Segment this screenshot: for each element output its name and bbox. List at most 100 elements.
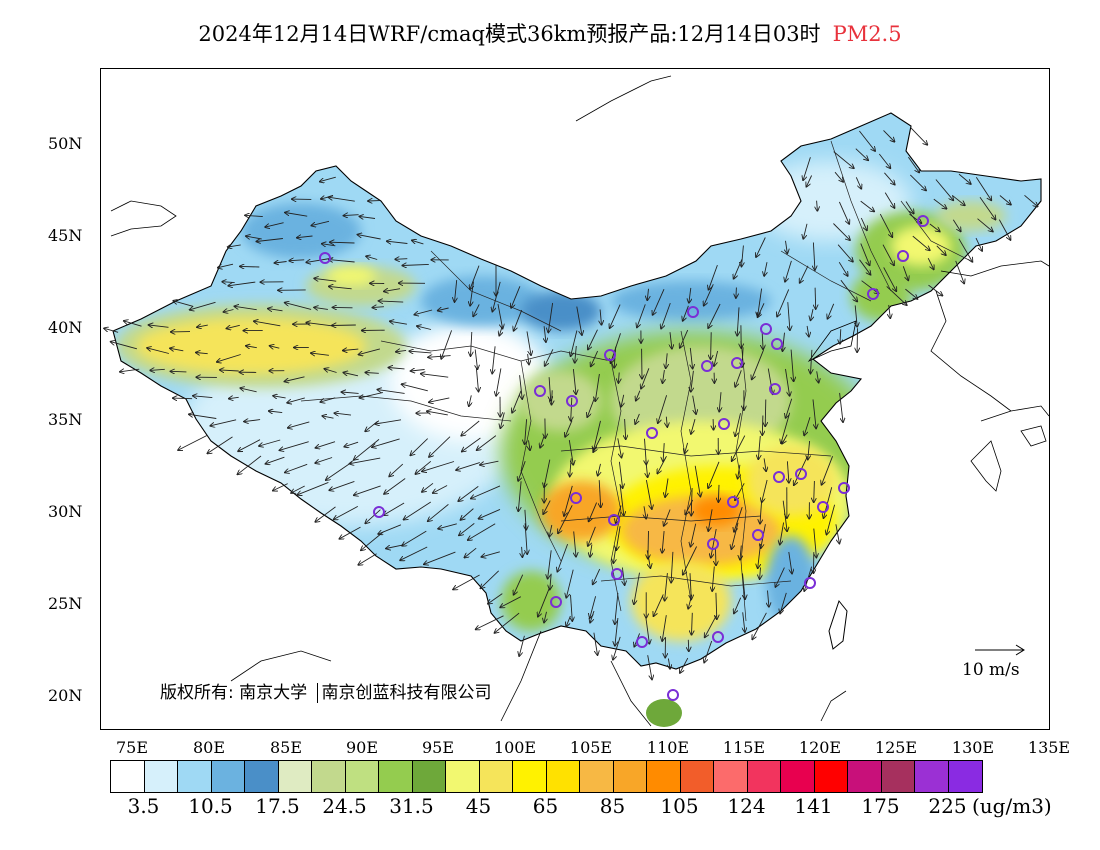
wind-arrow xyxy=(653,289,665,315)
wind-arrow xyxy=(558,505,573,533)
wind-arrow xyxy=(806,175,813,187)
wind-arrow xyxy=(593,436,602,452)
city-marker[interactable] xyxy=(570,492,582,504)
wind-arrow xyxy=(476,615,504,630)
wind-arrow xyxy=(519,635,525,656)
wind-arrow xyxy=(662,615,667,641)
city-marker[interactable] xyxy=(727,496,739,508)
wind-arrow xyxy=(343,373,359,377)
wind-arrow xyxy=(544,459,551,488)
wind-arrow xyxy=(661,302,671,329)
wind-arrow xyxy=(366,256,378,259)
city-marker[interactable] xyxy=(760,323,772,335)
city-marker[interactable] xyxy=(608,514,620,526)
wind-arrow xyxy=(170,348,184,351)
city-marker[interactable] xyxy=(687,306,699,318)
city-marker[interactable] xyxy=(838,482,850,494)
city-marker[interactable] xyxy=(804,577,816,589)
wind-arrow xyxy=(743,573,746,599)
wind-arrow xyxy=(812,399,816,428)
city-marker[interactable] xyxy=(611,568,623,580)
wind-arrow xyxy=(666,416,667,427)
copyright-label: 版权所有: xyxy=(160,683,234,703)
wind-arrow xyxy=(998,219,1010,240)
city-marker[interactable] xyxy=(550,596,562,608)
wind-arrow xyxy=(855,305,857,326)
city-marker[interactable] xyxy=(707,538,719,550)
legend-swatch xyxy=(479,761,513,792)
wind-arrow xyxy=(833,223,850,241)
city-marker[interactable] xyxy=(319,252,331,264)
lon-label-130e: 130E xyxy=(951,738,995,757)
wind-arrow xyxy=(459,523,475,535)
wind-scale: 10 m/s xyxy=(960,638,1040,680)
lat-label-35n: 35N xyxy=(48,410,83,429)
wind-arrow xyxy=(329,286,352,288)
wind-arrow xyxy=(762,333,763,349)
wind-arrow xyxy=(731,522,739,549)
wind-arrow xyxy=(358,553,377,565)
wind-arrow xyxy=(411,370,425,372)
city-marker[interactable] xyxy=(712,631,724,643)
city-marker[interactable] xyxy=(917,215,929,227)
legend-swatch xyxy=(680,761,714,792)
city-marker[interactable] xyxy=(771,338,783,350)
wind-arrow xyxy=(756,237,766,258)
wind-arrow xyxy=(475,349,477,370)
city-marker[interactable] xyxy=(667,689,679,701)
city-marker[interactable] xyxy=(752,529,764,541)
city-marker[interactable] xyxy=(646,427,658,439)
city-marker[interactable] xyxy=(867,288,879,300)
city-marker[interactable] xyxy=(636,636,648,648)
wind-arrow xyxy=(691,418,696,434)
city-marker[interactable] xyxy=(897,250,909,262)
city-marker[interactable] xyxy=(701,360,713,372)
wind-arrow xyxy=(297,236,313,238)
city-marker[interactable] xyxy=(731,357,743,369)
wind-arrow xyxy=(525,419,527,444)
wind-arrow xyxy=(227,325,240,328)
city-marker[interactable] xyxy=(534,385,546,397)
wind-arrow xyxy=(657,455,667,473)
wind-arrow xyxy=(641,368,650,388)
legend-swatch xyxy=(881,761,915,792)
city-marker[interactable] xyxy=(817,501,829,513)
wind-arrow xyxy=(683,546,698,575)
wind-arrow xyxy=(905,201,914,214)
wind-arrow xyxy=(594,420,601,451)
map-panel[interactable] xyxy=(100,68,1050,730)
wind-arrow xyxy=(666,353,668,368)
wind-arrow xyxy=(734,506,743,532)
wind-arrow xyxy=(359,216,376,218)
city-marker[interactable] xyxy=(566,395,578,407)
wind-arrow xyxy=(378,524,402,534)
city-marker[interactable] xyxy=(795,468,807,480)
wind-arrow xyxy=(688,594,693,609)
wind-arrow xyxy=(285,303,312,310)
wind-arrow xyxy=(838,201,849,224)
wind-arrow xyxy=(788,302,790,330)
wind-arrow xyxy=(488,593,503,604)
wind-arrow xyxy=(311,353,329,355)
wind-arrow xyxy=(224,310,234,313)
wind-arrow xyxy=(610,304,621,329)
wind-arrow xyxy=(344,441,359,447)
wind-arrow xyxy=(664,509,671,526)
wind-arrow xyxy=(297,481,329,494)
wind-arrow xyxy=(767,368,772,395)
wind-arrow xyxy=(704,284,714,305)
legend-tick-label: 31.5 xyxy=(389,794,434,818)
city-marker[interactable] xyxy=(373,506,385,518)
wind-arrow xyxy=(738,464,740,479)
wind-arrow xyxy=(421,374,449,378)
wind-arrow xyxy=(785,368,790,396)
wind-arrow xyxy=(275,262,287,264)
wind-arrow xyxy=(860,217,867,230)
wind-arrow xyxy=(617,438,622,457)
city-marker[interactable] xyxy=(769,383,781,395)
wind-arrow xyxy=(752,349,764,379)
city-marker[interactable] xyxy=(718,418,730,430)
wind-arrow xyxy=(654,594,664,616)
city-marker[interactable] xyxy=(604,349,616,361)
city-marker[interactable] xyxy=(773,471,785,483)
